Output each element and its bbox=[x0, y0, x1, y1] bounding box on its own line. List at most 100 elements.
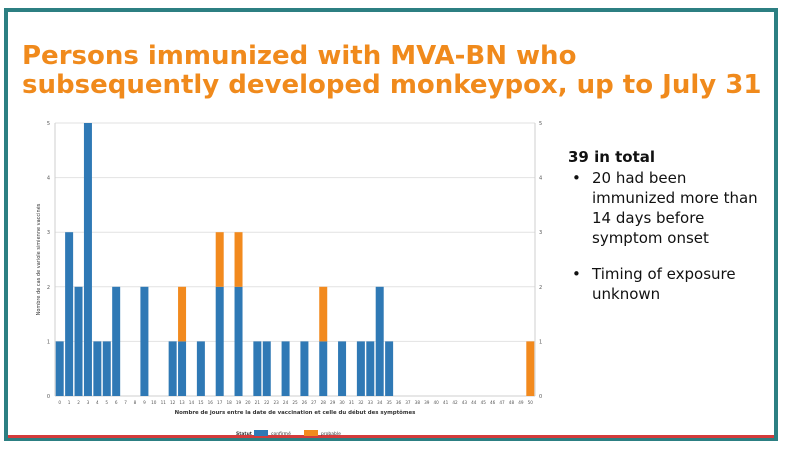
x-tick-label: 18 bbox=[226, 400, 232, 405]
bar-confirmed bbox=[319, 341, 328, 396]
x-tick-label: 7 bbox=[124, 400, 127, 405]
x-tick-label: 21 bbox=[255, 400, 261, 405]
x-tick-label: 20 bbox=[245, 400, 251, 405]
y-tick-label-right: 0 bbox=[539, 394, 542, 400]
bar-probable bbox=[526, 341, 535, 396]
x-tick-label: 32 bbox=[358, 400, 364, 405]
bar-confirmed bbox=[253, 341, 262, 396]
bar-confirmed bbox=[83, 123, 92, 396]
y-axis-title: Nombre de cas de variole simienne vaccin… bbox=[36, 203, 42, 315]
x-tick-label: 42 bbox=[452, 400, 458, 405]
bar-confirmed bbox=[112, 286, 121, 396]
legend-label-probable: probable bbox=[321, 431, 341, 437]
bar-confirmed bbox=[366, 341, 375, 396]
summary-total: 39 in total bbox=[568, 148, 656, 166]
bar-confirmed bbox=[93, 341, 102, 396]
x-tick-label: 0 bbox=[58, 400, 61, 405]
y-tick-label-right: 5 bbox=[539, 121, 542, 127]
x-tick-label: 27 bbox=[311, 400, 317, 405]
y-tick-label: 1 bbox=[47, 339, 50, 345]
bar-confirmed bbox=[102, 341, 111, 396]
y-tick-label: 2 bbox=[47, 285, 50, 291]
x-tick-label: 33 bbox=[368, 400, 374, 405]
bar-confirmed bbox=[234, 286, 243, 396]
x-tick-label: 31 bbox=[349, 400, 355, 405]
x-tick-label: 30 bbox=[339, 400, 345, 405]
bar-confirmed bbox=[300, 341, 309, 396]
x-tick-label: 22 bbox=[264, 400, 270, 405]
x-tick-label: 35 bbox=[386, 400, 392, 405]
x-tick-label: 4 bbox=[96, 400, 99, 405]
x-tick-label: 50 bbox=[528, 400, 534, 405]
x-tick-label: 14 bbox=[189, 400, 195, 405]
x-tick-label: 25 bbox=[292, 400, 298, 405]
x-tick-label: 6 bbox=[115, 400, 118, 405]
bar-confirmed bbox=[356, 341, 365, 396]
x-tick-label: 8 bbox=[134, 400, 137, 405]
y-tick-label: 3 bbox=[47, 230, 50, 236]
y-tick-label: 5 bbox=[47, 121, 50, 127]
y-tick-label-right: 3 bbox=[539, 230, 542, 236]
x-tick-label: 24 bbox=[283, 400, 289, 405]
bar-probable bbox=[234, 232, 243, 287]
x-tick-label: 19 bbox=[236, 400, 242, 405]
bar-probable bbox=[178, 286, 187, 342]
x-tick-label: 49 bbox=[518, 400, 524, 405]
title-line-1: Persons immunized with MVA-BN who bbox=[22, 41, 577, 71]
bar-confirmed bbox=[262, 341, 271, 396]
summary-bullet-list: • 20 had been immunized more than 14 days… bbox=[568, 168, 768, 304]
bar-probable bbox=[215, 232, 224, 287]
x-tick-label: 2 bbox=[77, 400, 80, 405]
x-tick-label: 28 bbox=[321, 400, 327, 405]
legend-swatch-confirmed bbox=[254, 430, 268, 436]
x-tick-label: 17 bbox=[217, 400, 223, 405]
bar-confirmed bbox=[375, 286, 384, 396]
x-tick-label: 36 bbox=[396, 400, 402, 405]
x-tick-label: 12 bbox=[170, 400, 176, 405]
x-tick-label: 34 bbox=[377, 400, 383, 405]
slide-title: Persons immunized with MVA-BN who subseq… bbox=[22, 42, 772, 100]
x-tick-label: 47 bbox=[499, 400, 505, 405]
x-tick-label: 26 bbox=[302, 400, 308, 405]
bar-confirmed bbox=[140, 286, 149, 396]
x-tick-label: 44 bbox=[471, 400, 477, 405]
summary-bullet-item: • 20 had been immunized more than 14 days… bbox=[568, 168, 768, 248]
y-tick-label-right: 4 bbox=[539, 176, 542, 182]
x-tick-label: 29 bbox=[330, 400, 336, 405]
bar-confirmed bbox=[74, 286, 83, 396]
x-tick-label: 39 bbox=[424, 400, 430, 405]
x-tick-label: 23 bbox=[274, 400, 280, 405]
bar-confirmed bbox=[215, 286, 224, 396]
x-tick-label: 13 bbox=[179, 400, 185, 405]
bar-confirmed bbox=[385, 341, 394, 396]
y-tick-label-right: 2 bbox=[539, 285, 542, 291]
x-tick-label: 43 bbox=[462, 400, 468, 405]
x-tick-label: 10 bbox=[151, 400, 157, 405]
title-line-2: subsequently developed monkeypox, up to … bbox=[22, 70, 762, 100]
x-tick-label: 16 bbox=[208, 400, 214, 405]
x-tick-label: 9 bbox=[143, 400, 146, 405]
bar-probable bbox=[319, 286, 328, 342]
legend-swatch-probable bbox=[304, 430, 318, 436]
x-tick-label: 37 bbox=[405, 400, 411, 405]
bar-confirmed bbox=[281, 341, 290, 396]
y-tick-label-right: 1 bbox=[539, 339, 542, 345]
bar-confirmed bbox=[65, 232, 74, 396]
summary-panel: 39 in total • 20 had been immunized more … bbox=[568, 148, 768, 320]
x-tick-label: 11 bbox=[161, 400, 167, 405]
bar-confirmed bbox=[168, 341, 177, 396]
bottom-accent-stripe bbox=[8, 435, 774, 438]
y-tick-label: 0 bbox=[47, 394, 50, 400]
x-tick-label: 45 bbox=[481, 400, 487, 405]
summary-bullet-text: 20 had been immunized more than 14 days … bbox=[592, 169, 758, 247]
legend-label-confirmed: confirmé bbox=[271, 430, 291, 437]
bullet-icon: • bbox=[572, 169, 581, 187]
bar-confirmed bbox=[196, 341, 205, 396]
legend-title: Statut bbox=[236, 431, 253, 437]
bar-confirmed bbox=[178, 341, 187, 396]
x-tick-label: 38 bbox=[415, 400, 421, 405]
bar-confirmed bbox=[338, 341, 347, 396]
y-tick-label: 4 bbox=[47, 176, 50, 182]
x-tick-label: 5 bbox=[105, 400, 108, 405]
x-tick-label: 46 bbox=[490, 400, 496, 405]
